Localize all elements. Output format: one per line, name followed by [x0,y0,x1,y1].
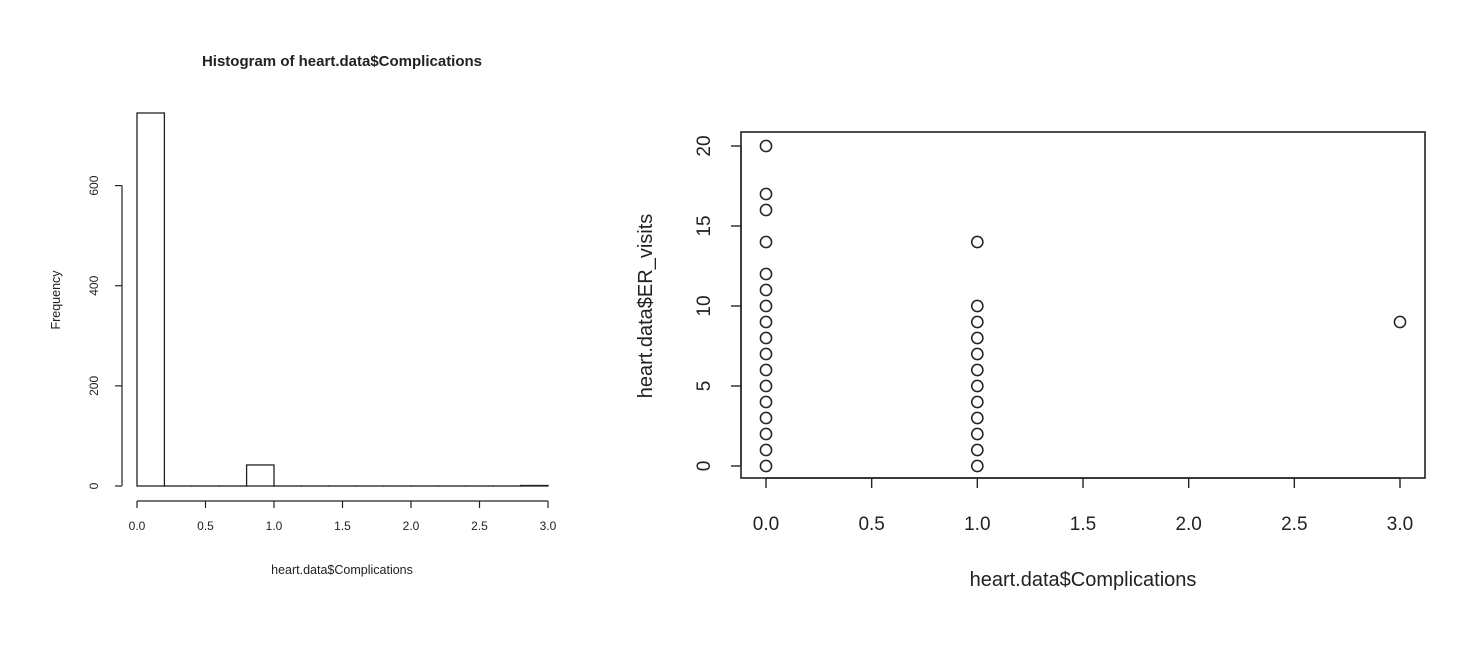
scatter-y-tick-label: 0 [694,461,715,472]
scatter-point [759,395,773,409]
histogram-x-tick-label: 1.5 [334,519,351,533]
scatter-point [970,443,984,457]
scatter-x-tick-label: 1.5 [1070,514,1096,535]
scatter-x-axis: 0.0 0.5 1.0 1.5 2.0 2.5 3.0 [753,477,1413,535]
histogram-panel: Histogram of heart.data$Complications he… [49,53,557,577]
histogram-y-tick-label: 600 [87,175,101,195]
scatter-point [970,379,984,393]
scatter-point [759,331,773,345]
scatter-x-tick-label: 1.0 [964,514,990,535]
scatter-point [759,411,773,425]
histogram-x-tick-label: 1.0 [266,519,283,533]
scatter-x-tick-label: 0.0 [753,514,779,535]
histogram-bars [136,112,549,487]
scatter-panel: heart.data$Complications heart.data$ER_v… [635,131,1426,591]
scatter-x-tick-label: 3.0 [1387,514,1413,535]
histogram-bar [519,484,549,487]
scatter-point [759,363,773,377]
scatter-point [759,267,773,281]
scatter-point [970,315,984,329]
histogram-x-tick-label: 0.5 [197,519,214,533]
histogram-bar [245,464,275,487]
histogram-y-tick-label: 400 [87,275,101,295]
scatter-point [759,347,773,361]
scatter-point [759,443,773,457]
scatter-point [970,347,984,361]
scatter-point [970,299,984,313]
histogram-bar [136,112,166,487]
scatter-point [759,187,773,201]
histogram-x-tick-label: 2.0 [403,519,420,533]
scatter-y-axis-label: heart.data$ER_visits [635,214,657,399]
histogram-x-axis: 0.0 0.5 1.0 1.5 2.0 2.5 3.0 [129,500,557,533]
scatter-point [970,363,984,377]
scatter-x-tick-label: 2.0 [1175,514,1201,535]
scatter-point [759,203,773,217]
scatter-y-tick-label: 15 [694,215,715,236]
scatter-point [970,459,984,473]
scatter-y-tick-label: 20 [694,135,715,156]
histogram-y-tick-label: 200 [87,376,101,396]
scatter-point [759,139,773,153]
scatter-point [759,459,773,473]
histogram-y-tick-label: 0 [87,482,101,489]
scatter-point [759,427,773,441]
scatter-point [970,395,984,409]
scatter-point [970,427,984,441]
scatter-y-tick-label: 5 [694,381,715,392]
scatter-point [759,235,773,249]
scatter-point [1393,315,1407,329]
histogram-x-tick-label: 3.0 [540,519,557,533]
histogram-y-axis: 0 200 400 600 [87,175,123,489]
scatter-point [970,411,984,425]
histogram-y-axis-label: Frequency [49,270,63,330]
scatter-point [759,299,773,313]
histogram-x-tick-label: 0.0 [129,519,146,533]
scatter-point [759,315,773,329]
scatter-point [759,283,773,297]
scatter-point [759,379,773,393]
scatter-x-axis-label: heart.data$Complications [970,569,1197,591]
scatter-points [759,139,1407,473]
scatter-plot-frame [740,131,1426,479]
histogram-x-axis-label: heart.data$Complications [271,563,413,577]
scatter-point [970,235,984,249]
scatter-point [970,331,984,345]
histogram-title: Histogram of heart.data$Complications [202,53,482,70]
histogram-x-tick-label: 2.5 [471,519,488,533]
scatter-y-tick-label: 10 [694,295,715,316]
scatter-x-tick-label: 0.5 [858,514,884,535]
scatter-y-axis: 0 5 10 15 20 [694,135,742,472]
scatter-x-tick-label: 2.5 [1281,514,1307,535]
